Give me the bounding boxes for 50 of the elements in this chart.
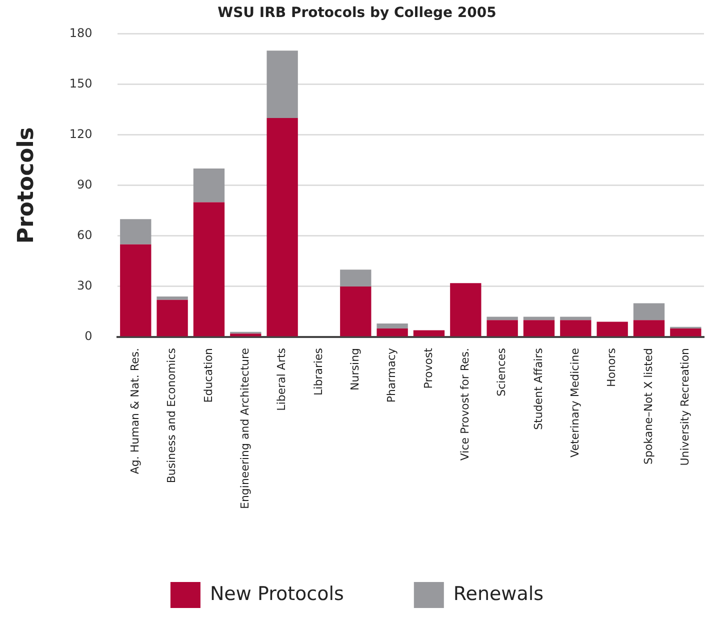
bar [193,168,225,202]
x-tick-label: Sciences [495,348,508,396]
bar [266,118,298,336]
x-tick-label: Engineering and Architecture [238,348,252,509]
x-tick-label: Ag. Human & Nat. Res. [128,348,142,474]
x-tick-label: Spokane–Not X listed [642,348,655,465]
y-tick-label: 60 [77,228,92,242]
x-tick-label: Liberal Arts [275,348,288,411]
bar [340,286,372,336]
bar [596,322,628,336]
y-tick-label: 30 [77,278,92,293]
bar [230,334,262,336]
bar [266,50,298,118]
bar [156,296,188,300]
y-tick-label: 0 [84,329,92,344]
x-tick-label: Veterinary Medicine [568,348,582,458]
y-tick-label: 150 [69,76,92,90]
y-tick-label: 180 [69,26,92,40]
bar [450,283,482,336]
bar [633,320,665,336]
x-tick-label: Student Affairs [532,348,545,430]
bar [523,320,555,336]
chart-title: WSU IRB Protocols by College 2005 [218,5,496,22]
bar [340,270,372,286]
bar [376,323,408,329]
x-tick-label: Provost [422,347,435,389]
y-tick-label: 120 [69,126,92,141]
bar [633,303,665,320]
y-axis-title: Protocols [14,127,39,244]
bar [670,328,702,336]
x-tick-label: Nursing [348,348,362,390]
legend-label: Renewals [453,582,544,605]
x-tick-label: Pharmacy [385,347,398,403]
bar [156,300,188,336]
x-tick-label: Business and Economics [165,348,178,484]
bar [193,202,225,336]
x-tick-label: Education [202,348,215,403]
bar [486,320,518,336]
bar [120,244,152,336]
x-tick-label: Libraries [312,348,325,396]
bar [120,219,152,244]
bar [486,316,518,320]
x-tick-label: Vice Provost for Res. [458,348,472,461]
legend-label: New Protocols [210,582,344,605]
y-tick-label: 90 [77,178,92,192]
bar [560,320,592,336]
x-tick-label: Honors [605,348,618,387]
bar [376,328,408,336]
bar [413,330,445,336]
x-tick-label: University Recreation [678,348,692,466]
